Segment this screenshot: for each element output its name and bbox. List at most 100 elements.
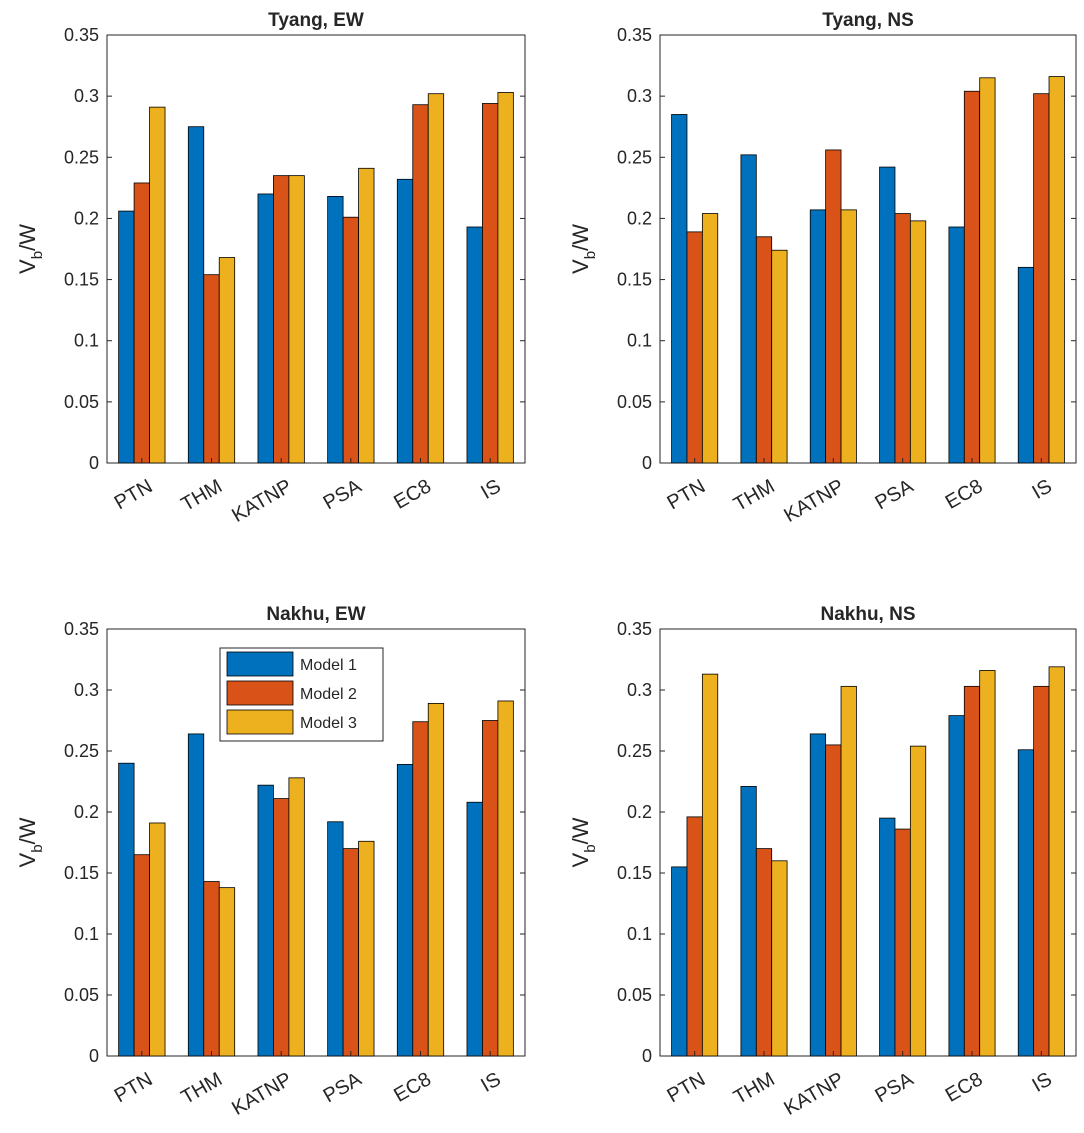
chart-title: Nakhu, EW (266, 604, 365, 625)
axes-box (659, 628, 1077, 1057)
bar-model-2-is (482, 103, 499, 464)
legend-swatch-1 (226, 651, 294, 677)
bar-model-1-ec8 (396, 178, 414, 464)
bar-model-3-is (1048, 666, 1065, 1057)
x-tick-label: EC8 (942, 475, 987, 514)
x-tick-label: PSA (320, 475, 366, 514)
bar-model-3-thm (771, 860, 788, 1057)
legend: Model 1 Model 2 Model 3 (219, 647, 384, 742)
y-tick-label: 0.15 (64, 863, 99, 883)
x-tick-label: PTN (111, 1068, 157, 1107)
bar-model-2-ptn (686, 231, 703, 464)
x-tick-label: THM (177, 475, 226, 516)
x-tick-label: KATNP (228, 1068, 295, 1120)
bar-model-1-is (1017, 749, 1035, 1057)
y-tick-label: 0.25 (617, 741, 652, 761)
y-axis-label: Vb/W (15, 224, 46, 274)
bar-model-2-ptn (133, 182, 150, 464)
bar-model-2-is (1033, 685, 1050, 1057)
axes-box (659, 34, 1077, 464)
bar-model-1-thm (187, 733, 205, 1057)
y-tick-label: 0.15 (617, 863, 652, 883)
bar-model-3-psa (358, 167, 375, 464)
x-tick-label: IS (1028, 1068, 1055, 1097)
y-tick-label: 0.1 (627, 924, 652, 944)
bar-model-3-ptn (149, 106, 166, 464)
bar-model-2-psa (342, 216, 359, 464)
y-tick-label: 0.35 (64, 25, 99, 45)
bar-model-3-ptn (149, 822, 166, 1057)
bar-model-1-ec8 (396, 764, 414, 1057)
x-tick-label: PSA (871, 1068, 917, 1107)
y-tick-label: 0.2 (74, 802, 99, 822)
x-tick-label: THM (730, 475, 779, 516)
bar-model-1-katnp (257, 784, 274, 1057)
bar-model-1-psa (327, 821, 344, 1057)
bar-model-2-psa (894, 828, 911, 1057)
bar-model-3-ec8 (427, 93, 445, 464)
bar-model-2-ec8 (963, 685, 981, 1057)
chart-panel-1: Tyang, EW 0 0.05 0.1 0.15 0.2 0.25 0.3 0.35 Vb/W P… (15, 10, 526, 527)
bar-model-2-thm (755, 236, 773, 464)
bar-model-3-is (497, 92, 514, 464)
legend-label-1: Model 1 (300, 657, 357, 674)
bar-model-3-is (497, 700, 514, 1057)
x-tick-label: THM (730, 1068, 779, 1109)
y-tick-label: 0.3 (627, 680, 652, 700)
y-tick-label: 0 (642, 1046, 652, 1066)
legend-swatch-2 (226, 680, 294, 706)
bar-model-3-psa (909, 745, 927, 1057)
bar-model-1-psa (879, 166, 896, 464)
bar-model-3-psa (358, 840, 375, 1057)
chart-panel-3: Nakhu, EW 0 0.05 0.1 0.15 0.2 0.25 0.3 0.35 Vb/W P… (15, 604, 526, 1120)
bar-model-1-is (1017, 266, 1035, 464)
chart-panel-2: Tyang, NS 0 0.05 0.1 0.15 0.2 0.25 0.3 0.35 Vb/W P… (568, 10, 1077, 527)
bar-model-1-is (466, 801, 483, 1057)
bar-model-3-katnp (840, 209, 857, 464)
y-axis-label: Vb/W (15, 817, 46, 867)
y-tick-label: 0.2 (74, 208, 99, 228)
bar-model-2-katnp (273, 798, 290, 1057)
y-tick-label: 0 (89, 453, 99, 473)
bar-model-1-katnp (257, 193, 274, 464)
x-tick-label: KATNP (780, 1068, 847, 1120)
bar-model-2-ec8 (963, 90, 981, 464)
legend-label-2: Model 2 (300, 686, 357, 703)
y-tick-label: 0.05 (617, 392, 652, 412)
y-tick-label: 0.25 (617, 147, 652, 167)
bar-model-2-katnp (273, 175, 290, 464)
axes-box (106, 34, 526, 464)
bar-model-1-thm (740, 154, 757, 464)
bar-model-1-is (466, 226, 483, 464)
bar-model-1-ptn (118, 210, 135, 464)
x-tick-label: EC8 (390, 1068, 435, 1107)
bar-model-3-ec8 (979, 77, 996, 464)
bar-model-2-psa (342, 848, 359, 1057)
bar-model-1-psa (327, 196, 344, 464)
bar-model-1-thm (187, 126, 205, 464)
y-tick-label: 0.1 (627, 331, 652, 351)
y-tick-label: 0.3 (74, 86, 99, 106)
bar-model-2-ptn (686, 816, 703, 1057)
bar-model-3-katnp (288, 777, 305, 1057)
bar-model-1-psa (879, 817, 896, 1057)
legend-swatch-3 (226, 709, 294, 735)
y-tick-label: 0.25 (64, 147, 99, 167)
y-axis-label: Vb/W (568, 224, 599, 274)
y-tick-label: 0.25 (64, 741, 99, 761)
y-tick-label: 0.2 (627, 802, 652, 822)
y-tick-label: 0.05 (617, 985, 652, 1005)
chart-title: Tyang, EW (268, 10, 364, 31)
bar-model-2-katnp (825, 744, 842, 1057)
bar-model-2-katnp (825, 149, 842, 464)
bar-model-1-ec8 (948, 715, 965, 1057)
bar-model-3-ptn (701, 673, 719, 1057)
bar-model-1-thm (740, 785, 757, 1057)
x-tick-label: KATNP (228, 475, 295, 527)
x-tick-label: EC8 (942, 1068, 987, 1107)
y-tick-label: 0 (89, 1046, 99, 1066)
x-tick-label: PTN (111, 475, 157, 514)
bar-model-1-katnp (809, 733, 827, 1057)
bar-model-2-ec8 (412, 721, 429, 1057)
